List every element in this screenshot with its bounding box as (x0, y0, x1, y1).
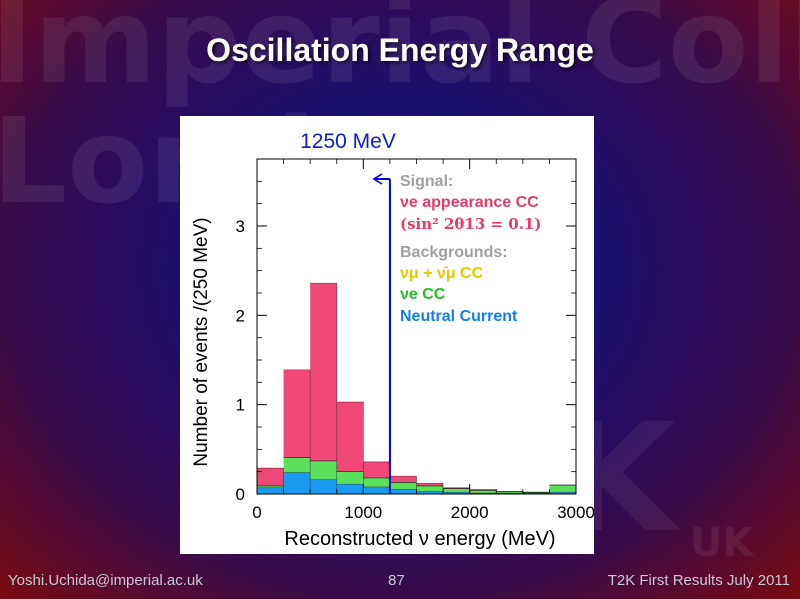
bar-segment-s1-b2 (310, 460, 337, 480)
y-tick-label-0: 0 (236, 485, 245, 504)
bar-segment-s1-b10 (522, 492, 550, 494)
bar-segment-s3-b0 (257, 468, 284, 486)
histogram-chart: 1250 MeV 0 1 2 3 0 1000 2000 3000 Number of eve… (191, 130, 594, 550)
y-tick-label-3: 3 (236, 217, 245, 236)
x-axis-label: Reconstructed ν energy (MeV) (284, 528, 555, 550)
bar-segment-s0-b0 (257, 487, 284, 494)
bar-segment-s3-b1 (283, 369, 311, 458)
bar-segment-s1-b11 (549, 485, 576, 493)
bar-segment-s0-b5 (389, 489, 417, 494)
legend-entry-nue: νe CC (400, 286, 446, 303)
y-tick-label-2: 2 (236, 306, 245, 325)
legend-entry-numu: νμ + ν̄μ CC (400, 265, 484, 282)
bar-segment-s3-b4 (363, 461, 390, 478)
bar-segment-s3-b3 (336, 401, 364, 472)
bar-segment-s3-b5 (389, 476, 417, 483)
bar-segment-s0-b6 (416, 491, 444, 494)
energy-marker (372, 173, 391, 494)
footer-page-number: 87 (388, 572, 405, 589)
bar-segment-s1-b4 (363, 477, 390, 487)
bar-segment-s1-b3 (336, 471, 364, 485)
bar-segment-s1-b8 (469, 490, 497, 494)
axis-ticks: 0 1 2 3 0 1000 2000 3000 (236, 159, 594, 522)
bar-segment-s1-b0 (257, 485, 284, 488)
footer-email: Yoshi.Uchida@imperial.ac.uk (8, 572, 203, 589)
y-axis-label: Number of events /(250 MeV) (191, 217, 212, 466)
legend: Signal: νe appearance CC (sin² 2θ13 = 0.… (400, 173, 541, 325)
bar-segment-s0-b11 (549, 492, 576, 494)
x-tick-label-0: 0 (252, 503, 261, 522)
bar-segment-s1-b9 (496, 491, 523, 494)
x-tick-label-1: 1000 (344, 503, 382, 522)
bar-segment-s0-b3 (336, 484, 364, 494)
bar-segment-s1-b7 (443, 488, 470, 493)
legend-entry-nc: Neutral Current (400, 308, 518, 325)
bar-segment-s0-b7 (443, 492, 470, 494)
bar-segment-s3-b7 (443, 487, 470, 489)
plot-panel: 1250 MeV 0 1 2 3 0 1000 2000 3000 Number of eve… (180, 116, 594, 554)
legend-background-header: Backgrounds: (400, 244, 508, 261)
histogram-bars (257, 282, 577, 494)
bar-segment-s1-b1 (283, 457, 311, 473)
legend-signal-entry: νe appearance CC (400, 194, 539, 211)
bar-segment-s3-b2 (310, 283, 337, 461)
x-tick-label-3: 3000 (557, 503, 594, 522)
chart-title: 1250 MeV (300, 130, 396, 153)
bar-segment-s3-b8 (469, 489, 497, 491)
legend-signal-note: (sin² 2θ13 = 0.1) (400, 215, 541, 233)
footer-event: T2K First Results July 2011 (607, 572, 790, 589)
bar-segment-s3-b6 (416, 483, 444, 486)
bar-segment-s0-b2 (310, 479, 337, 494)
slide-title: Oscillation Energy Range (206, 32, 594, 68)
bar-segment-s0-b4 (363, 486, 390, 494)
bar-segment-s1-b5 (389, 482, 417, 490)
watermark-t2k-uk: UK (690, 520, 754, 566)
y-tick-label-1: 1 (236, 396, 245, 415)
bar-segment-s1-b6 (416, 485, 444, 492)
x-tick-label-2: 2000 (451, 503, 489, 522)
watermark-imperial: Imperial College (0, 0, 800, 110)
bar-segment-s0-b1 (283, 472, 311, 494)
marker-arrowhead (372, 173, 383, 185)
legend-signal-header: Signal: (400, 173, 453, 190)
